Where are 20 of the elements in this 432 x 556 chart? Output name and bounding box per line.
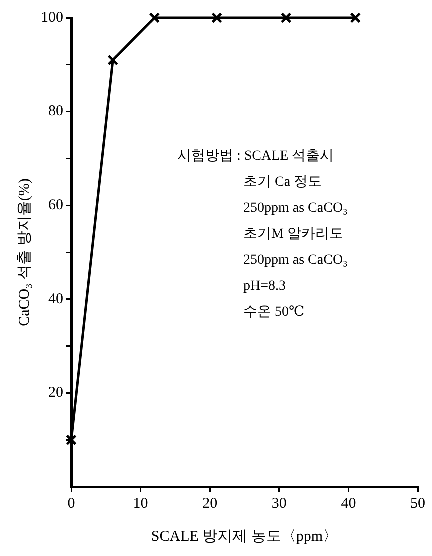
x-tick-label: 10 — [133, 496, 148, 512]
y-tick-label: 60 — [48, 198, 64, 214]
x-tick-label: 0 — [68, 496, 76, 512]
y-tick-label: 100 — [41, 10, 64, 26]
x-tick-label: 20 — [202, 496, 218, 512]
annotation: 250ppm as CaCO₃ — [244, 201, 348, 216]
y-tick-label: 40 — [48, 291, 64, 308]
annotation: pH=8.3 — [244, 279, 286, 294]
x-tick-label: 30 — [272, 496, 287, 512]
annotation: 초기 Ca 정도 — [244, 175, 322, 190]
annotation: 수온 50℃ — [244, 305, 305, 320]
y-tick-label: 20 — [48, 385, 64, 402]
x-tick-label: 40 — [341, 496, 356, 512]
x-tick-label: 50 — [410, 496, 426, 512]
x-axis-title: SCALE 방지제 농도〈ppm〉 — [151, 528, 338, 545]
y-axis-title: CaCO₃ 석출 방지율(%) — [16, 178, 33, 326]
annotation: 시험방법 : SCALE 석출시 — [178, 149, 334, 164]
annotation: 초기M 알카리도 — [244, 227, 344, 242]
annotation: 250ppm as CaCO₃ — [244, 253, 348, 268]
y-tick-label: 80 — [48, 104, 64, 120]
